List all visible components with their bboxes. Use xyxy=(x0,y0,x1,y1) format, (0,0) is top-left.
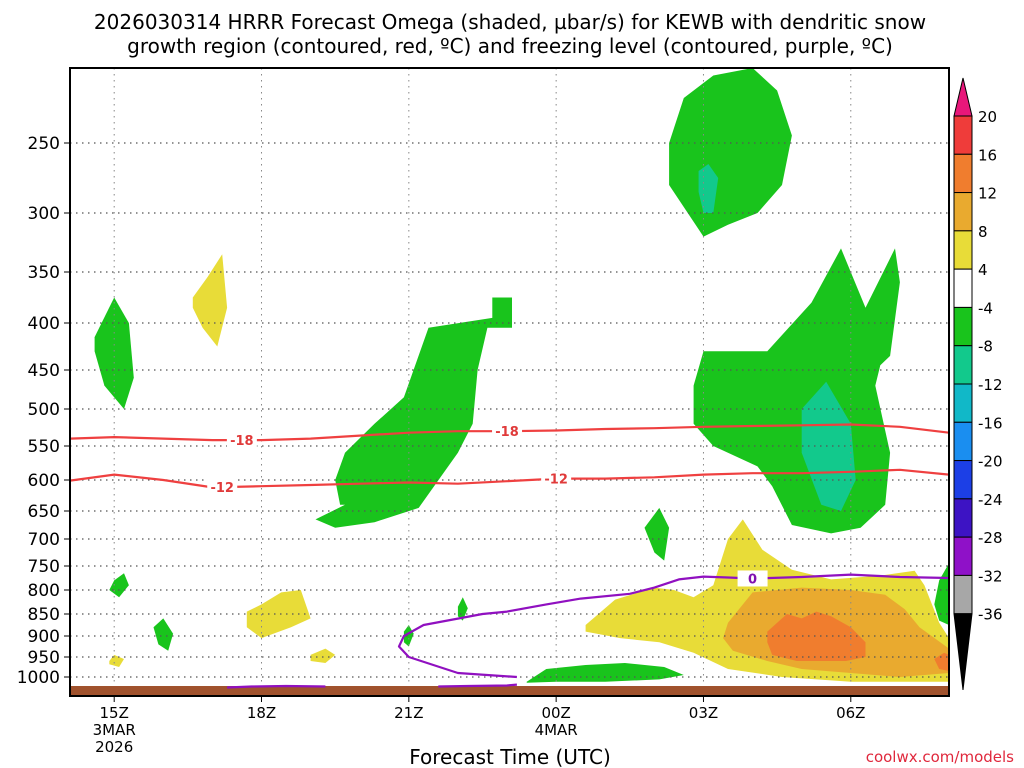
colorbar-bin-2 xyxy=(953,192,973,232)
colorbar-label-16: 16 xyxy=(978,146,997,164)
x-tick-label-06Z: 06Z xyxy=(836,704,865,722)
terrain-ground-bar xyxy=(70,686,949,696)
omega-region-20 xyxy=(934,652,949,671)
x-tick-label-15Z: 15Z xyxy=(100,704,129,722)
omega-region-16 xyxy=(109,654,124,667)
colorbar-label-20: 20 xyxy=(978,108,997,126)
colorbar-label--20: -20 xyxy=(978,453,1003,471)
colorbar-label-8: 8 xyxy=(978,223,988,241)
y-tick-label-1000: 1000 xyxy=(17,668,60,688)
y-tick-label-250: 250 xyxy=(28,134,60,154)
colorbar-top-arrow xyxy=(953,77,973,117)
colorbar-label--8: -8 xyxy=(978,338,993,356)
contour-line-4 xyxy=(438,683,517,688)
colorbar-bin-9 xyxy=(953,460,973,500)
contour-label-minus12-a: -12 xyxy=(210,481,234,496)
footer-credit: coolwx.com/models xyxy=(866,748,1014,766)
omega-colorbar: 20 16 12 8 4 -4 -8 -12 -16 -20 -24 -28 -32 -36 xyxy=(953,77,1003,691)
colorbar-bin-5 xyxy=(953,306,973,347)
plot-area: -18 -18 -12 -12 0 xyxy=(69,67,950,697)
y-tick-label-350: 350 xyxy=(28,263,60,283)
y-tick-label-800: 800 xyxy=(28,581,60,601)
contour-labels: -18 -18 -12 -12 0 xyxy=(207,423,768,587)
contour-line-2 xyxy=(397,573,950,679)
colorbar-bin-12 xyxy=(953,574,973,615)
chart-title-line1: 2026030314 HRRR Forecast Omega (shaded, … xyxy=(94,10,926,34)
y-tick-label-500: 500 xyxy=(28,400,60,420)
colorbar-bin-3 xyxy=(953,230,973,270)
omega-region-19 xyxy=(767,611,866,661)
omega-region-14 xyxy=(192,254,228,347)
y-tick-label-300: 300 xyxy=(28,204,60,224)
colorbar-bin-10 xyxy=(953,498,973,538)
x-tick-label-03Z: 03Z xyxy=(689,704,718,722)
x-tick-label-00Z: 00Z xyxy=(541,704,570,722)
colorbar-bin-1 xyxy=(953,153,973,194)
colorbar-bin-0 xyxy=(953,115,973,155)
y-tick-label-600: 600 xyxy=(28,471,60,491)
colorbar-label--24: -24 xyxy=(978,491,1003,509)
colorbar-label-4: 4 xyxy=(978,261,988,279)
y-tick-label-750: 750 xyxy=(28,557,60,577)
x-tick-label-21Z: 21Z xyxy=(394,704,423,722)
colorbar-label--28: -28 xyxy=(978,529,1003,547)
colorbar-bin-6 xyxy=(953,345,973,385)
omega-region-9 xyxy=(153,618,174,651)
contour-label-minus12-b: -12 xyxy=(544,473,568,488)
chart-title-line2: growth region (contoured, red, ºC) and f… xyxy=(127,34,893,58)
contour-line-3 xyxy=(227,684,326,689)
colorbar-bin-11 xyxy=(953,536,973,576)
x-tick-sublabel2-15Z: 2026 xyxy=(95,738,133,756)
y-tick-label-400: 400 xyxy=(28,314,60,334)
omega-region-10 xyxy=(403,625,414,647)
y-tick-label-650: 650 xyxy=(28,502,60,522)
colorbar-bin-4 xyxy=(953,268,973,308)
x-tick-label-18Z: 18Z xyxy=(247,704,276,722)
omega-region-0 xyxy=(94,297,134,409)
colorbar-bin-8 xyxy=(953,421,973,462)
omega-region-7 xyxy=(644,507,670,561)
colorbar-label--16: -16 xyxy=(978,414,1003,432)
colorbar-label--12: -12 xyxy=(978,376,1003,394)
x-tick-sublabel1-00Z: 4MAR xyxy=(535,721,578,739)
y-tick-label-450: 450 xyxy=(28,361,60,381)
y-tick-label-850: 850 xyxy=(28,605,60,625)
colorbar-bottom-arrow xyxy=(953,613,973,691)
colorbar-label-12: 12 xyxy=(978,185,997,203)
y-tick-label-550: 550 xyxy=(28,437,60,457)
contour-label-minus18-b: -18 xyxy=(495,425,519,440)
omega-region-13 xyxy=(246,590,311,639)
contour-label-zero-bg xyxy=(737,570,768,587)
contour-label-minus18-a-bg xyxy=(226,432,257,449)
colorbar-label--36: -36 xyxy=(978,606,1003,624)
omega-region-1 xyxy=(315,297,512,528)
x-axis-title: Forecast Time (UTC) xyxy=(409,745,611,768)
contour-label-minus18-a: -18 xyxy=(230,434,254,449)
colorbar-label--32: -32 xyxy=(978,567,1003,585)
omega-region-15 xyxy=(310,648,336,663)
contour-label-minus18-b-bg xyxy=(492,423,523,440)
colorbar-label--4: -4 xyxy=(978,299,993,317)
contour-label-zero: 0 xyxy=(748,572,757,587)
y-axis-pressure: 2503003504004505005506006507007508008509… xyxy=(17,134,70,688)
colorbar-bin-7 xyxy=(953,383,973,423)
omega-region-5 xyxy=(801,381,856,511)
omega-region-11 xyxy=(457,597,468,621)
contour-label-minus12-a-bg xyxy=(207,478,238,495)
y-tick-label-700: 700 xyxy=(28,530,60,550)
y-tick-label-900: 900 xyxy=(28,627,60,647)
plot-frame xyxy=(69,67,950,697)
contour-label-minus12-b-bg xyxy=(541,470,572,487)
omega-shaded-regions xyxy=(94,68,949,683)
omega-region-12 xyxy=(526,663,684,683)
x-tick-sublabel1-15Z: 3MAR xyxy=(93,721,136,739)
y-tick-label-950: 950 xyxy=(28,648,60,668)
grid-lines xyxy=(70,68,949,696)
